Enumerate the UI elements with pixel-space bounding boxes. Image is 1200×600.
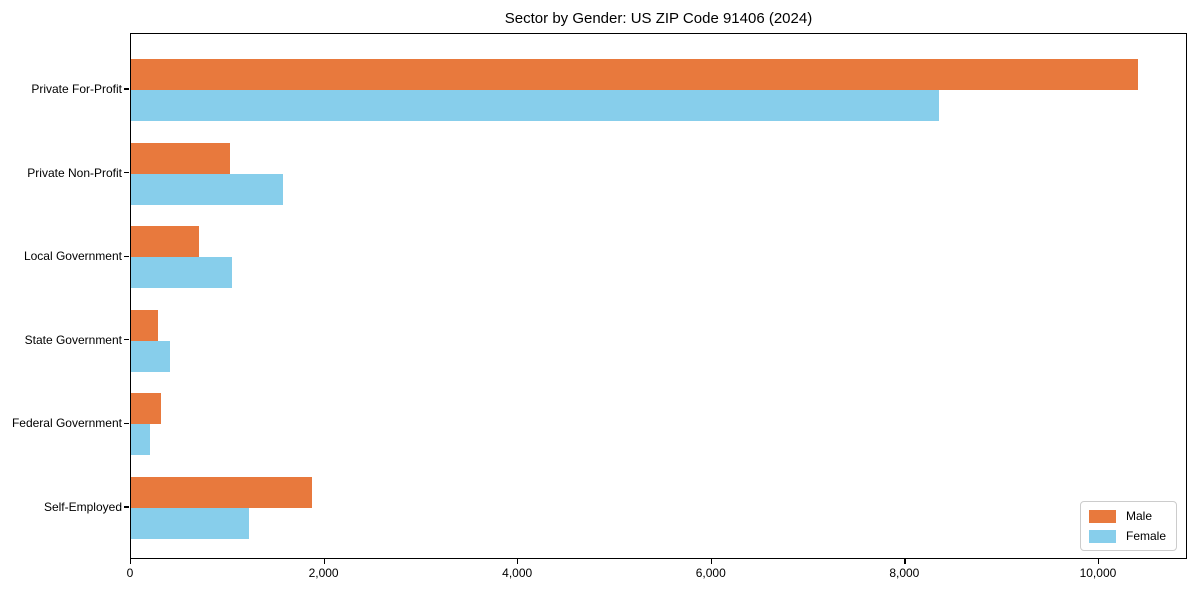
legend-label-female: Female: [1125, 529, 1166, 543]
bar-female-self-employed: [131, 508, 250, 539]
y-tick-mark: [124, 88, 129, 90]
bar-male-state-government: [131, 309, 159, 341]
x-tick-label: 10,000: [1079, 566, 1117, 580]
legend-entry-female: Female: [1088, 529, 1166, 543]
x-tick-mark: [323, 559, 325, 564]
x-tick-label: 8,000: [889, 566, 920, 580]
x-tick-label: 0: [126, 566, 134, 580]
bar-male-federal-government: [131, 393, 161, 425]
bar-male-private-for-profit: [131, 59, 1138, 90]
x-tick-label: 2,000: [308, 566, 339, 580]
y-tick-mark: [124, 172, 129, 174]
bar-female-local-government: [131, 257, 232, 289]
x-tick-mark: [710, 559, 712, 564]
bar-male-private-non-profit: [131, 142, 230, 174]
plot-area: Male Female: [130, 33, 1187, 559]
y-tick-mark: [124, 339, 129, 341]
legend-swatch-female: [1088, 529, 1116, 543]
x-tick-label: 4,000: [502, 566, 533, 580]
bar-female-private-for-profit: [131, 90, 940, 121]
bar-male-self-employed: [131, 477, 312, 508]
x-tick-mark: [517, 559, 519, 564]
legend-swatch-male: [1088, 509, 1116, 523]
x-tick-mark: [130, 559, 132, 564]
y-tick-label-private-for-profit: Private For-Profit: [31, 82, 122, 96]
x-tick-label: 6,000: [695, 566, 726, 580]
y-tick-mark: [124, 255, 129, 257]
bar-male-local-government: [131, 226, 199, 258]
chart-title: Sector by Gender: US ZIP Code 91406 (202…: [504, 10, 813, 27]
legend-entry-male: Male: [1088, 509, 1166, 523]
legend-label-male: Male: [1125, 509, 1152, 523]
x-tick-mark: [904, 559, 906, 564]
y-tick-label-state-government: State Government: [24, 332, 122, 347]
y-tick-label-self-employed: Self-Employed: [43, 500, 122, 514]
y-tick-mark: [124, 506, 129, 508]
bar-female-federal-government: [131, 424, 151, 456]
y-tick-mark: [124, 422, 129, 424]
y-tick-label-private-non-profit: Private Non-Profit: [27, 165, 122, 180]
legend: Male Female: [1079, 501, 1177, 551]
bar-female-state-government: [131, 340, 170, 372]
y-tick-label-local-government: Local Government: [23, 249, 122, 264]
bar-female-private-non-profit: [131, 173, 283, 205]
x-tick-mark: [1097, 559, 1100, 564]
y-tick-label-federal-government: Federal Government: [11, 416, 122, 431]
